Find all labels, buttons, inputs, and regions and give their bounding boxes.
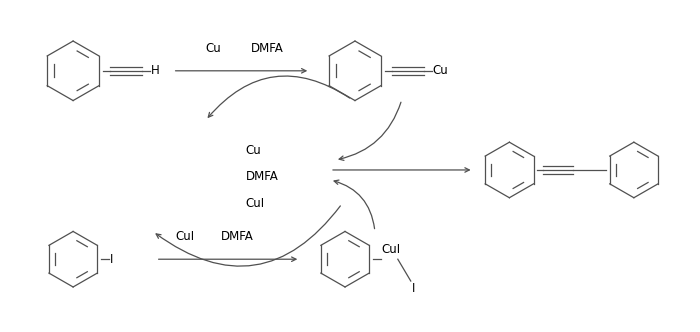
Text: I: I (110, 253, 113, 266)
Text: DMFA: DMFA (220, 230, 253, 243)
Text: CuI: CuI (176, 230, 195, 243)
Text: CuI: CuI (246, 197, 265, 210)
Text: Cu: Cu (433, 64, 449, 77)
Text: Cu: Cu (206, 42, 221, 55)
Text: CuI: CuI (382, 243, 401, 256)
Text: H: H (150, 64, 160, 77)
Text: Cu: Cu (246, 144, 261, 157)
Text: I: I (412, 283, 415, 295)
Text: DMFA: DMFA (246, 170, 278, 183)
Text: DMFA: DMFA (251, 42, 283, 55)
